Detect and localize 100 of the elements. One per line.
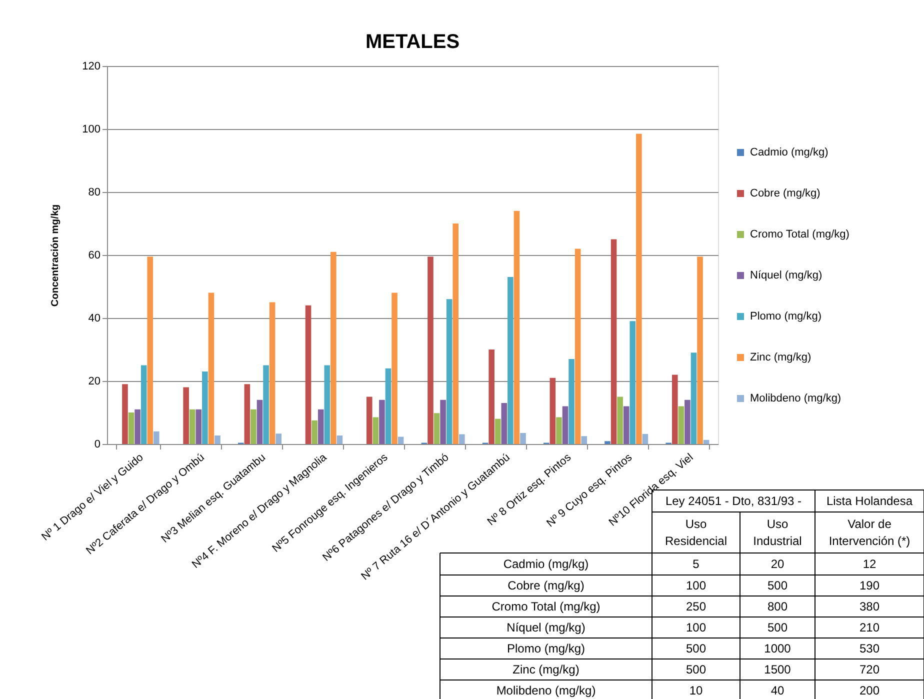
text: Cobre (mg/kg) [508, 578, 584, 592]
y-tick-label: 0 [94, 438, 100, 450]
bar [562, 406, 568, 444]
bar [202, 372, 208, 444]
text: Ley 24051 - Dto, 831/93 - [665, 494, 802, 508]
text: 5 [692, 557, 700, 571]
bar [494, 418, 501, 444]
bar [324, 365, 330, 444]
bar [690, 352, 697, 444]
bar [250, 409, 256, 444]
bar [440, 400, 446, 444]
text: 100 [686, 578, 706, 592]
bar [379, 400, 385, 444]
bar [244, 384, 250, 444]
text: Cromo Total (mg/kg) [492, 600, 600, 614]
bar [122, 384, 128, 444]
bar [276, 434, 282, 444]
bar [318, 409, 324, 444]
legend-label: Plomo (mg/kg) [750, 310, 822, 322]
bar [550, 378, 556, 444]
text: 100 [686, 620, 706, 634]
legend-label: Zinc (mg/kg) [750, 352, 812, 364]
bar [214, 435, 220, 444]
text: Lista Holandesa [826, 494, 913, 508]
y-tick-label: 120 [82, 60, 100, 72]
text: 10 [689, 684, 703, 698]
text: 1000 [764, 642, 792, 656]
bar [196, 409, 202, 444]
bar [366, 396, 372, 444]
bar [330, 252, 336, 444]
bar [336, 435, 343, 444]
bar [574, 248, 581, 444]
bar [556, 417, 562, 444]
bar [385, 368, 392, 444]
bar [154, 431, 160, 444]
text: Uso Residencial [664, 517, 728, 548]
bar [514, 210, 520, 444]
text: 200 [859, 684, 880, 698]
text: 720 [859, 662, 880, 676]
text: 12 [862, 557, 876, 571]
legend-label: Cobre (mg/kg) [750, 188, 820, 200]
y-tick-label: 100 [82, 124, 100, 136]
bar [568, 358, 574, 444]
bar [434, 413, 440, 444]
text: Valor de Intervención (*) [828, 517, 910, 548]
bar [428, 256, 434, 444]
bar [642, 434, 648, 444]
bar [263, 365, 269, 444]
text: 1500 [764, 662, 792, 676]
bar [501, 403, 508, 444]
bar [183, 387, 189, 444]
bar [617, 396, 623, 444]
bar [147, 256, 154, 444]
text: 190 [859, 578, 880, 592]
bar [581, 436, 588, 444]
bar [623, 406, 630, 444]
bar [452, 224, 459, 444]
text: 800 [767, 600, 788, 614]
text: 500 [767, 620, 788, 634]
chart-title: METALES [365, 31, 460, 53]
bar [372, 417, 379, 444]
text: 210 [859, 620, 880, 634]
bar [684, 400, 690, 444]
text: 500 [767, 578, 788, 592]
text: Uso Industrial [753, 517, 802, 548]
bar [520, 432, 526, 444]
bar [128, 412, 134, 444]
bar [703, 440, 710, 444]
y-tick-label: 60 [88, 250, 100, 262]
bar [398, 436, 404, 444]
legend-label: Níquel (mg/kg) [750, 270, 822, 282]
text: Zinc (mg/kg) [512, 662, 580, 676]
text: Plomo (mg/kg) [506, 642, 586, 656]
legend-label: Cromo Total (mg/kg) [750, 228, 850, 240]
bar [392, 292, 398, 444]
y-tick-label: 80 [88, 186, 100, 198]
y-tick-label: 20 [88, 376, 100, 388]
bar [208, 292, 214, 444]
text: 250 [686, 600, 706, 614]
text: 20 [770, 557, 784, 571]
bar [305, 305, 312, 444]
bar [508, 277, 514, 444]
bar [488, 350, 494, 444]
bar [610, 239, 617, 444]
text: 530 [859, 642, 880, 656]
bar [256, 400, 263, 444]
bar [630, 321, 636, 444]
text: Cadmio (mg/kg) [503, 557, 589, 571]
bar [459, 434, 465, 444]
text: Molibdeno (mg/kg) [496, 684, 596, 698]
y-axis-title: Concentración mg/kg [50, 204, 62, 307]
bar [678, 406, 684, 444]
bar [636, 134, 642, 444]
bar [140, 365, 147, 444]
legend-label: Molibdeno (mg/kg) [750, 392, 842, 404]
text: 40 [770, 684, 784, 698]
text: Níquel (mg/kg) [506, 620, 586, 634]
bar [189, 409, 196, 444]
bar [446, 299, 452, 444]
text: 500 [686, 662, 706, 676]
